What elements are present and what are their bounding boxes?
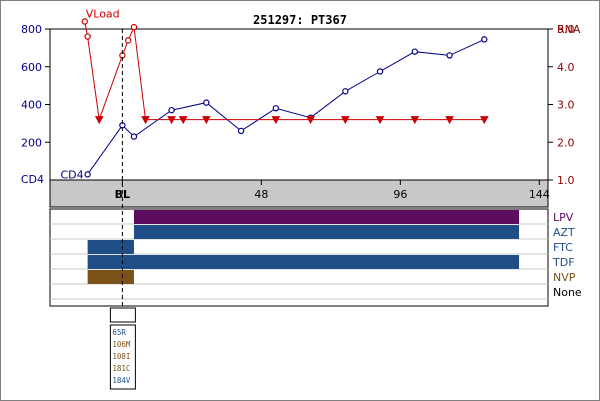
drug-bar-tdf	[87, 255, 520, 269]
right-tick-label: 3.0	[557, 99, 575, 112]
series-label-vload: VLoad	[86, 7, 120, 20]
left-axis-label: CD4	[21, 173, 44, 186]
x-axis-band	[49, 179, 549, 208]
drug-label-nvp: NVP	[553, 271, 576, 284]
drug-label-none: None	[553, 286, 582, 299]
right-axis-label: RNA	[557, 23, 581, 36]
drug-bar-azt	[133, 225, 520, 239]
mutation-box: 65R 106M 108I 181C 184V	[109, 307, 136, 390]
point-cd4	[376, 68, 384, 75]
point-vload	[271, 116, 281, 125]
point-cd4	[203, 99, 210, 106]
point-vload	[130, 23, 138, 31]
drug-label-azt: AZT	[553, 226, 575, 239]
mutation-label: 65R	[112, 328, 126, 337]
point-vload	[167, 116, 176, 125]
point-vload	[445, 116, 454, 125]
point-cd4	[411, 48, 419, 55]
right-tick-label: 4.0	[557, 61, 575, 74]
right-axis: 1.0 2.0 3.0 4.0 5.0	[548, 23, 575, 187]
x-tick-label: 96	[393, 188, 407, 201]
left-tick-label: 600	[21, 61, 42, 74]
point-vload	[141, 116, 150, 125]
drug-bar-nvp	[87, 270, 134, 284]
point-vload	[479, 116, 489, 125]
left-tick-label: 400	[21, 99, 42, 112]
plot-area: 200 400 600 800 1.0 2.0 3.0 4.0 5.0 CD4 RNA CD4…	[21, 7, 581, 187]
point-vload	[306, 116, 315, 125]
chart-title: 251297: PT367	[253, 13, 347, 27]
point-cd4	[84, 171, 91, 178]
point-cd4	[168, 106, 175, 114]
x-tick-label: 48	[254, 188, 268, 201]
right-tick-label: 2.0	[557, 136, 575, 149]
point-cd4	[481, 36, 488, 43]
left-tick-label: 800	[21, 23, 42, 36]
point-cd4	[342, 88, 349, 95]
point-vload	[94, 116, 104, 125]
drug-bar-lpv	[133, 210, 520, 224]
drug-label-tdf: TDF	[552, 256, 575, 269]
point-cd4	[237, 127, 245, 135]
point-vload	[202, 116, 211, 125]
x-tick-label: 144	[529, 188, 550, 201]
left-tick-label: 200	[21, 136, 42, 149]
point-vload	[81, 18, 88, 25]
right-tick-label: 5.0	[557, 23, 575, 36]
point-vload	[340, 116, 350, 125]
mutation-label: 184V	[112, 376, 131, 385]
point-vload	[178, 116, 188, 125]
point-cd4	[130, 133, 138, 140]
point-vload	[410, 116, 420, 125]
drug-label-lpv: LPV	[553, 211, 574, 224]
point-vload	[124, 37, 132, 44]
x-tick-label: BL	[115, 188, 130, 201]
right-tick-label: 1.0	[557, 174, 575, 187]
series-label-cd4: CD4	[60, 168, 83, 181]
left-axis: 200 400 600 800	[21, 23, 50, 149]
drug-label-ftc: FTC	[553, 241, 573, 254]
point-cd4	[272, 105, 280, 112]
drug-bar-ftc	[87, 240, 134, 254]
mutation-label: 181C	[112, 364, 130, 373]
mutation-list-box	[109, 324, 136, 390]
mutation-header-box	[109, 307, 136, 323]
plot-frame	[49, 28, 549, 181]
point-vload	[84, 33, 91, 40]
series-layer: CD4 VLoad	[60, 7, 489, 181]
mutation-label: 106M	[112, 340, 131, 349]
mutation-label: 108I	[112, 352, 130, 361]
point-cd4	[446, 52, 453, 59]
x-axis: BL 48 96 144	[115, 180, 550, 201]
drug-grid: LPV AZT FTC TDF NVP None	[49, 208, 582, 307]
point-vload	[375, 116, 385, 125]
